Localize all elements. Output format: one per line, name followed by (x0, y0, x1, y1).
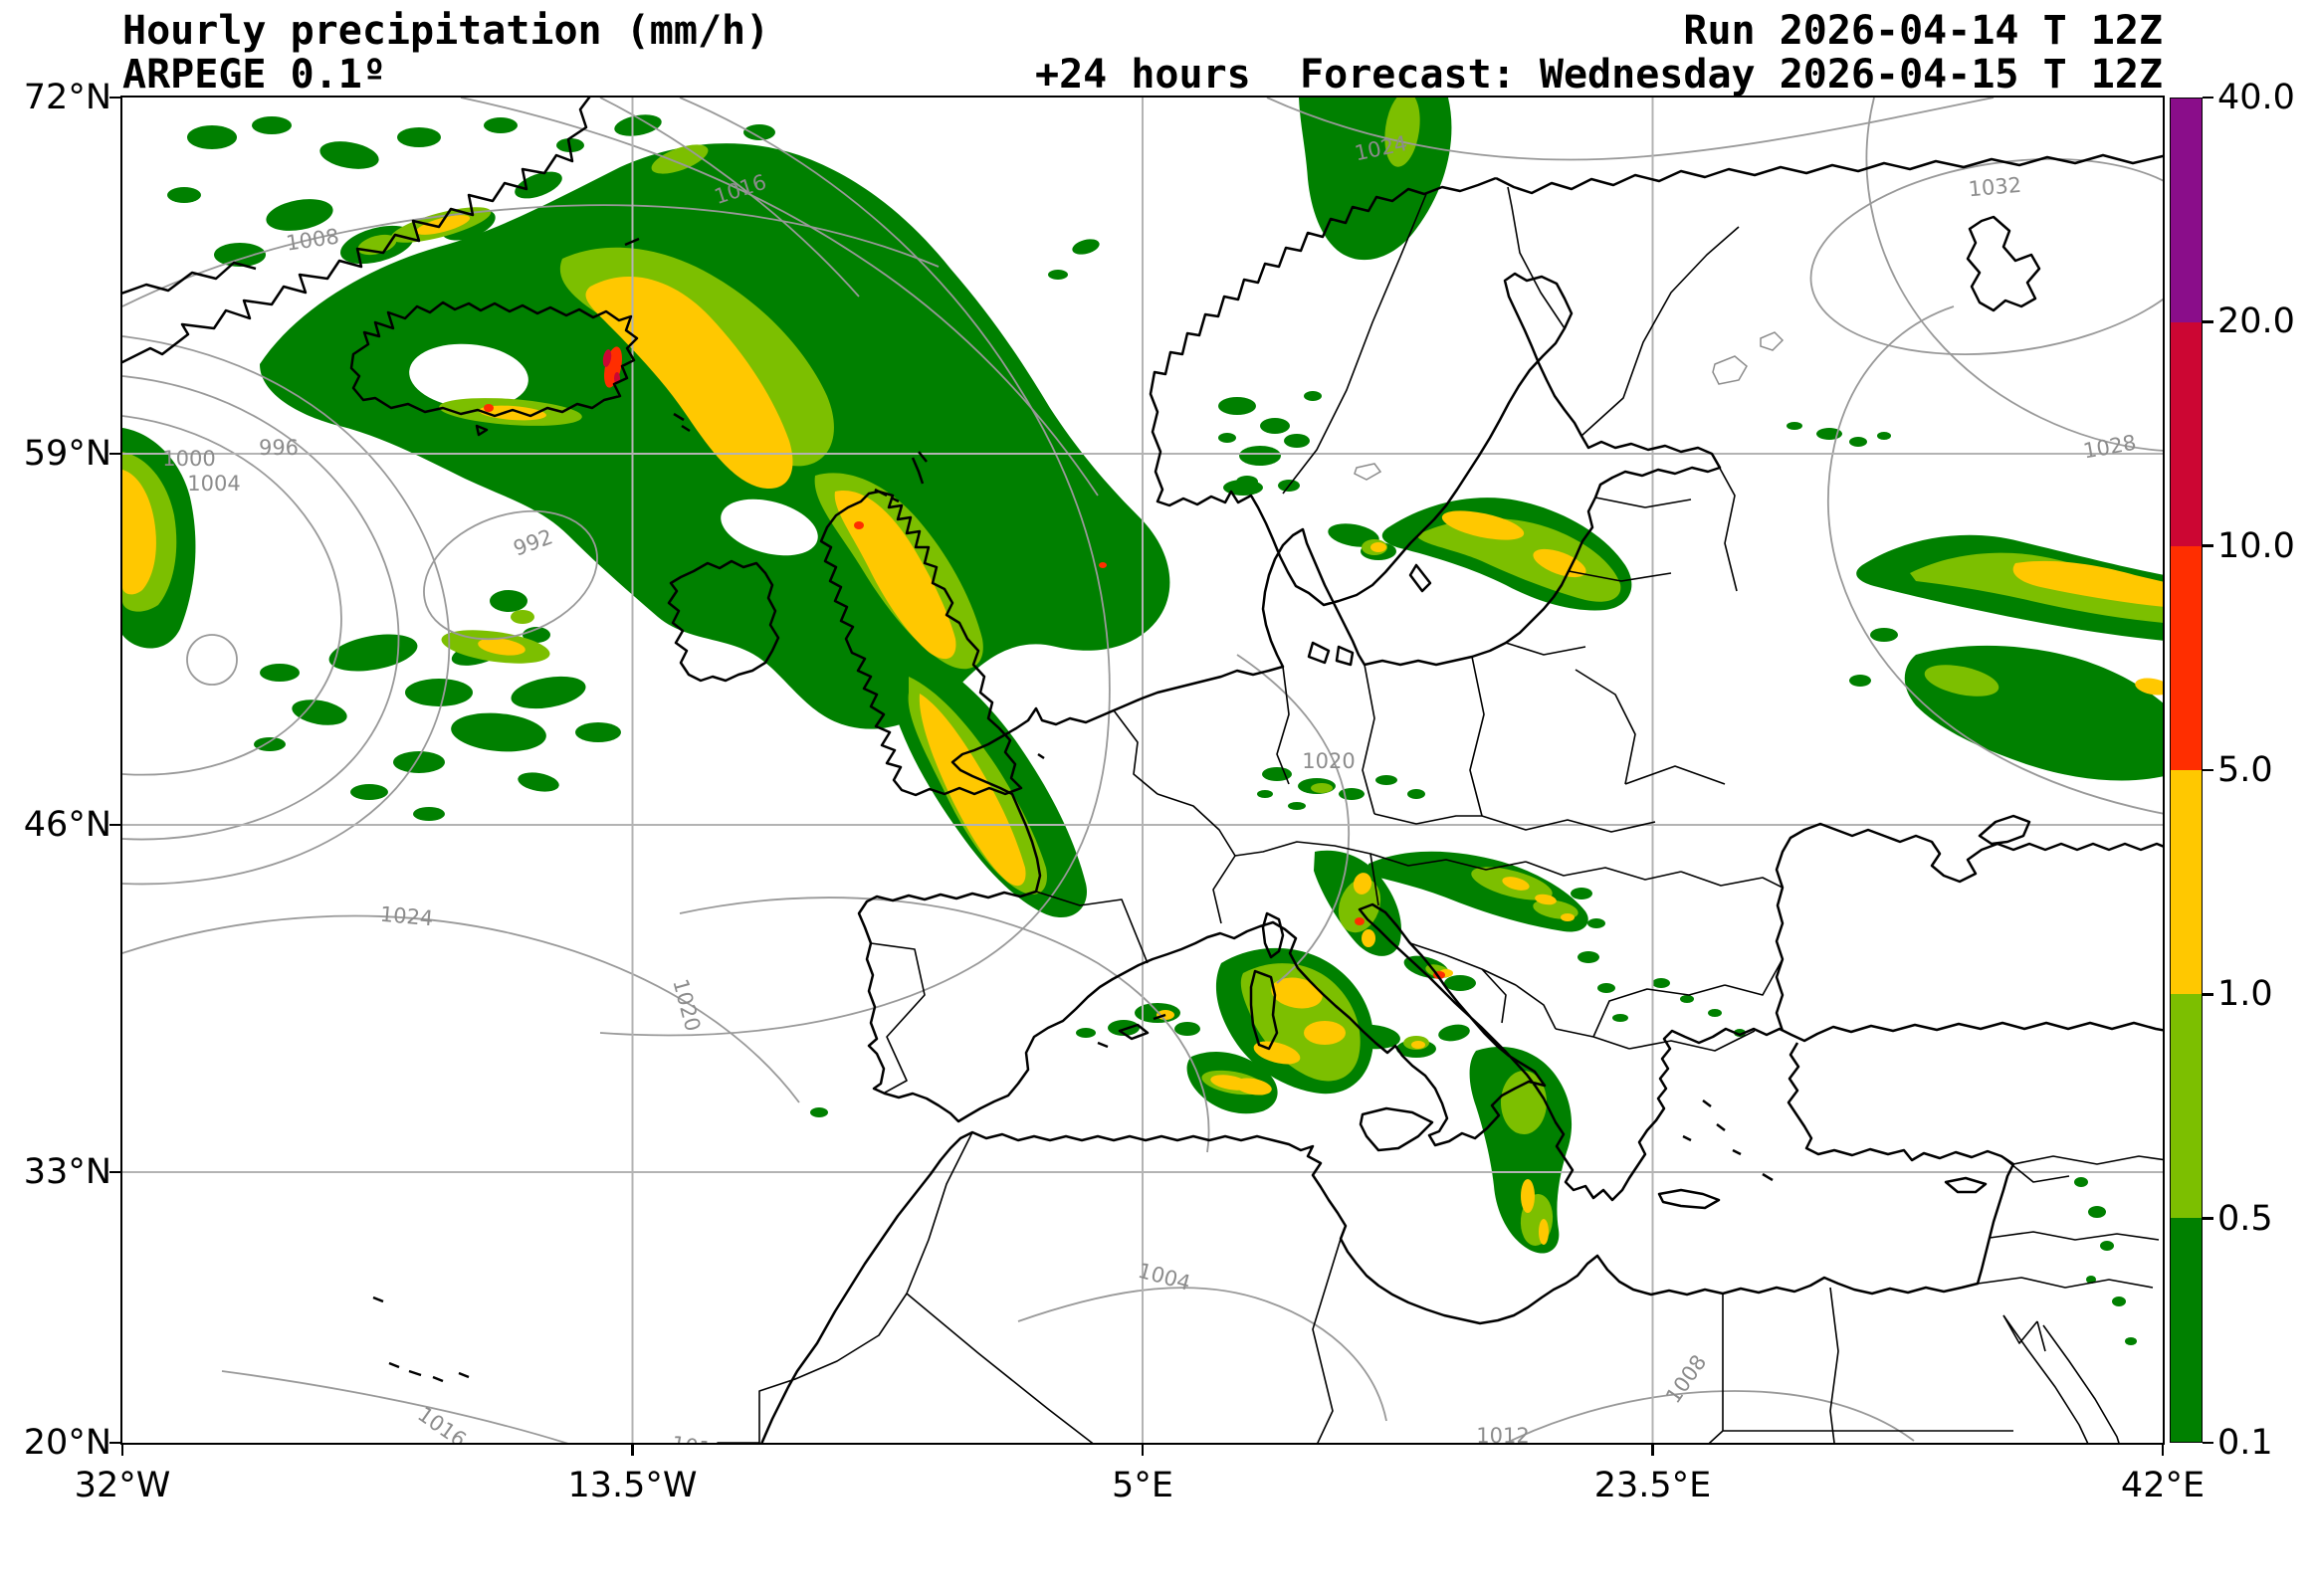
coastlines (122, 98, 2163, 1443)
lon-tick-mark (120, 1443, 124, 1456)
lat-tick-mark (109, 1441, 122, 1445)
forecast-label: Forecast: Wednesday 2026-04-15 T 12Z (1300, 52, 2163, 98)
colorbar-segment (2171, 1218, 2202, 1442)
lon-tick-mark (631, 1443, 634, 1456)
isobar-label: 1000 (162, 447, 215, 471)
page-title: Hourly precipitation (mm/h) (122, 8, 770, 54)
lat-tick-label: 33°N (23, 1151, 111, 1192)
lat-tick-label: 59°N (23, 434, 111, 474)
isobar-label: 1024 (379, 902, 434, 931)
lon-tick-mark (1141, 1443, 1145, 1456)
lon-tick-label: 32°W (74, 1466, 171, 1505)
lon-tick-label: 5°E (1112, 1466, 1173, 1505)
colorbar-tick-mark (2203, 993, 2213, 996)
lat-tick-mark (109, 96, 122, 100)
colorbar-segment (2171, 994, 2202, 1218)
colorbar-tick-label: 0.1 (2217, 1423, 2273, 1463)
run-label: Run 2026-04-14 T 12Z (1683, 8, 2163, 54)
isobar-label: 1012 (1476, 1424, 1529, 1443)
colorbar-tick-mark (2203, 768, 2213, 772)
colorbar-segment (2171, 770, 2202, 994)
colorbar-tick-label: 10.0 (2217, 525, 2295, 566)
colorbar-tick-label: 0.5 (2217, 1198, 2273, 1239)
lat-tick-mark (109, 452, 122, 456)
lat-tick-mark (109, 1170, 122, 1174)
colorbar-segment (2171, 99, 2202, 322)
colorbar-segment (2171, 322, 2202, 546)
lakes (1354, 331, 1785, 481)
isobar-label: 1004 (187, 472, 240, 496)
lat-tick-mark (109, 823, 122, 827)
colorbar-tick-mark (2203, 1441, 2213, 1445)
colorbar-tick-label: 20.0 (2217, 301, 2295, 342)
isobar-label: 1032 (1968, 173, 2022, 202)
lon-tick-label: 13.5°W (567, 1466, 698, 1505)
colorbar-tick-label: 1.0 (2217, 974, 2273, 1015)
forecast-map: 1008101610241032102899299610001004102010… (122, 98, 2163, 1443)
precipitation-colorbar (2170, 98, 2203, 1443)
isobar-label: 1012 (670, 1432, 727, 1443)
precip-amber-layer (122, 215, 2163, 1245)
colorbar-tick-mark (2203, 320, 2213, 323)
lon-tick-mark (2161, 1443, 2165, 1456)
colorbar-tick-mark (2203, 1217, 2213, 1220)
lon-tick-label: 42°E (2120, 1466, 2206, 1505)
isobar-label: 1020 (1302, 749, 1355, 773)
colorbar-segment (2171, 546, 2202, 770)
precip-holes (409, 343, 818, 556)
colorbar-tick-mark (2203, 544, 2213, 547)
colorbar-tick-mark (2203, 96, 2213, 100)
colorbar-tick-label: 5.0 (2217, 750, 2273, 790)
map-frame (120, 96, 2165, 1445)
colorbar-tick-label: 40.0 (2217, 78, 2295, 117)
lon-tick-label: 23.5°E (1593, 1466, 1712, 1505)
lat-tick-label: 72°N (23, 78, 111, 117)
lead-time-label: +24 hours (1035, 52, 1251, 98)
lon-tick-mark (1651, 1443, 1654, 1456)
lat-tick-label: 46°N (23, 805, 111, 846)
isobar-label: 996 (259, 436, 299, 460)
model-subtitle: ARPEGE 0.1º (122, 52, 386, 98)
lat-tick-label: 20°N (23, 1423, 111, 1463)
isobar-contours (122, 98, 2163, 1443)
country-borders (717, 186, 2163, 1443)
precip-extreme-layer (602, 349, 620, 384)
